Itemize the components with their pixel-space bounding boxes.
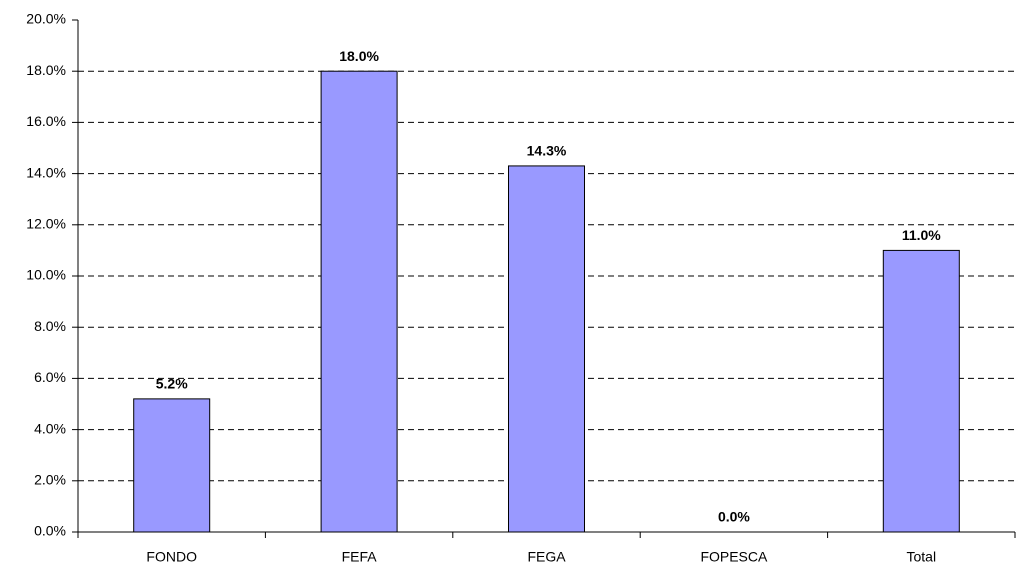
bar: [882, 249, 960, 533]
y-tick-label: 12.0%: [26, 216, 66, 232]
value-label: 11.0%: [902, 227, 941, 243]
bar: [508, 165, 585, 533]
x-tick-label: FOPESCA: [700, 549, 768, 565]
value-label: 18.0%: [339, 48, 379, 64]
y-tick-label: 6.0%: [34, 369, 66, 385]
y-tick-label: 10.0%: [26, 267, 66, 283]
x-tick-label: FONDO: [146, 549, 197, 565]
value-label: 5.2%: [156, 376, 188, 392]
y-tick-label: 0.0%: [34, 523, 66, 539]
bar: [133, 398, 211, 533]
value-label: 0.0%: [718, 509, 750, 525]
bar: [320, 70, 398, 533]
y-tick-label: 18.0%: [26, 62, 66, 78]
x-tick-label: FEGA: [527, 549, 566, 565]
y-tick-label: 14.0%: [26, 164, 66, 180]
y-tick-label: 4.0%: [34, 420, 66, 436]
x-tick-label: FEFA: [342, 549, 378, 565]
y-tick-label: 2.0%: [34, 472, 66, 488]
value-label: 14.3%: [527, 143, 567, 159]
y-tick-label: 8.0%: [34, 318, 66, 334]
y-tick-label: 16.0%: [26, 113, 66, 129]
y-tick-label: 20.0%: [26, 11, 66, 27]
x-tick-label: Total: [907, 549, 937, 565]
